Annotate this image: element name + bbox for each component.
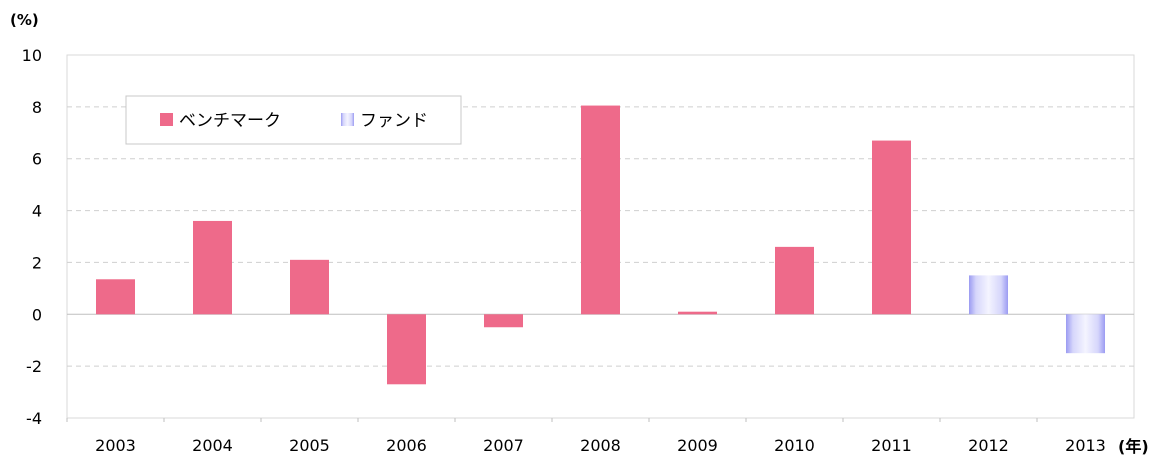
x-tick-label: 2006 bbox=[386, 436, 427, 455]
x-tick-label: 2004 bbox=[192, 436, 233, 455]
bar-benchmark-2004 bbox=[193, 220, 232, 315]
bar-benchmark-2006 bbox=[387, 314, 426, 385]
x-tick-label: 2010 bbox=[774, 436, 815, 455]
x-tick-label: 2003 bbox=[95, 436, 136, 455]
bar-benchmark-2003 bbox=[96, 279, 135, 315]
bars bbox=[96, 105, 1105, 385]
x-tick-label: 2008 bbox=[580, 436, 621, 455]
y-tick-label: 4 bbox=[32, 202, 42, 221]
bar-benchmark-2007 bbox=[484, 314, 523, 328]
bar-benchmark-2009 bbox=[678, 311, 717, 315]
y-tick-label: -2 bbox=[26, 357, 42, 376]
bar-benchmark-2010 bbox=[775, 246, 814, 315]
y-tick-label: 10 bbox=[22, 46, 42, 65]
y-axis-ticks: 10 8 6 4 2 0 -2 -4 bbox=[22, 46, 42, 428]
y-tick-label: -4 bbox=[26, 409, 42, 428]
y-tick-label: 6 bbox=[32, 150, 42, 169]
bar-benchmark-2011 bbox=[872, 140, 911, 315]
x-tick-label: 2012 bbox=[968, 436, 1009, 455]
legend-label-benchmark: ベンチマーク bbox=[179, 111, 281, 131]
x-tick-label: 2013 bbox=[1065, 436, 1106, 455]
y-tick-label: 2 bbox=[32, 253, 42, 272]
bar-fund-2012 bbox=[969, 275, 1008, 315]
x-axis-unit-label: (年) bbox=[1118, 437, 1149, 456]
bar-fund-2013 bbox=[1066, 314, 1105, 354]
y-tick-label: 0 bbox=[32, 305, 42, 324]
x-tick-label: 2009 bbox=[677, 436, 718, 455]
bar-benchmark-2005 bbox=[290, 259, 329, 315]
y-axis-label: (%) bbox=[10, 11, 39, 29]
x-tick-label: 2005 bbox=[289, 436, 330, 455]
x-axis-ticks: 2003 2004 2005 2006 2007 2008 2009 2010 2011 2012… bbox=[66, 418, 1106, 455]
x-tick-label: 2007 bbox=[483, 436, 524, 455]
x-tick-label: 2011 bbox=[871, 436, 912, 455]
legend-box bbox=[125, 95, 462, 145]
legend-swatch-benchmark bbox=[160, 113, 173, 126]
legend-label-fund: ファンド bbox=[360, 111, 428, 131]
bar-benchmark-2008 bbox=[581, 105, 620, 315]
legend-swatch-fund bbox=[341, 113, 354, 126]
legend: ベンチマーク ファンド bbox=[125, 95, 462, 145]
y-tick-label: 8 bbox=[32, 98, 42, 117]
